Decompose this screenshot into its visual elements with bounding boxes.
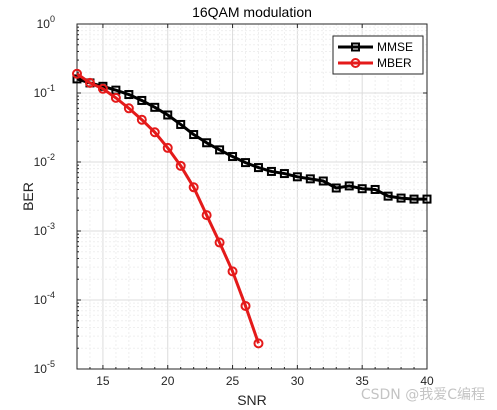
- legend: MMSE MBER: [332, 35, 424, 75]
- data-point: [396, 193, 406, 203]
- data-point: [292, 172, 302, 182]
- y-tick-label: 10-5: [34, 359, 55, 376]
- data-point: [201, 210, 212, 221]
- data-point: [409, 194, 419, 204]
- data-point: [123, 103, 134, 114]
- y-axis-label: BER: [20, 182, 36, 211]
- data-point: [253, 163, 263, 173]
- data-point: [241, 158, 251, 168]
- data-point: [149, 127, 160, 138]
- data-point: [72, 68, 82, 79]
- series-line-mmse: [76, 77, 427, 201]
- data-point: [214, 237, 225, 248]
- x-tick-label: 25: [226, 374, 240, 388]
- x-tick-label: 40: [420, 374, 434, 388]
- data-point: [202, 138, 212, 148]
- data-point: [188, 182, 199, 193]
- data-point: [136, 114, 147, 125]
- series-line-mber: [76, 72, 260, 344]
- x-tick-label: 35: [356, 374, 370, 388]
- data-point: [97, 83, 108, 94]
- data-point: [331, 183, 341, 193]
- data-point: [305, 174, 315, 184]
- data-point: [227, 266, 238, 277]
- data-point: [84, 77, 95, 88]
- data-point: [175, 160, 186, 171]
- legend-label: MMSE: [377, 40, 413, 54]
- legend-marker: [351, 42, 360, 52]
- legend-box: [332, 35, 424, 75]
- data-point: [344, 181, 354, 191]
- data-point: [215, 145, 225, 155]
- grid: [76, 24, 428, 370]
- legend-item-mber: MBER: [338, 56, 412, 70]
- legend-marker: [350, 58, 361, 68]
- data-point: [357, 184, 367, 194]
- data-point: [279, 169, 289, 179]
- data-point: [137, 95, 147, 105]
- data-point: [189, 130, 199, 140]
- data-point: [266, 166, 276, 176]
- data-point: [124, 90, 134, 100]
- data-point: [240, 300, 251, 311]
- y-tick-label: 100: [37, 14, 55, 31]
- data-point: [253, 338, 264, 349]
- y-tick-label: 10-1: [34, 83, 55, 100]
- legend-item-mmse: MMSE: [338, 40, 413, 54]
- y-tick-label: 10-4: [34, 290, 55, 307]
- x-tick-label: 15: [96, 374, 110, 388]
- data-point: [163, 110, 173, 120]
- data-point: [383, 191, 393, 201]
- ticks: 15 20 25 30 35 40 100 10-1 10-2 10-3 10-4 10-5: [34, 14, 434, 388]
- watermark: CSDN @我爱C编程: [360, 387, 485, 403]
- x-axis-label: SNR: [237, 392, 267, 408]
- y-tick-label: 10-2: [34, 152, 55, 169]
- data-point: [228, 152, 238, 162]
- series-layer: [72, 68, 432, 349]
- data-point: [110, 92, 121, 103]
- data-point: [162, 142, 173, 153]
- data-point: [176, 119, 186, 129]
- series-mber: [72, 68, 264, 349]
- data-point: [422, 194, 432, 204]
- data-point: [150, 102, 160, 112]
- legend-label: MBER: [377, 56, 412, 70]
- chart-title: 16QAM modulation: [192, 4, 312, 20]
- data-point: [370, 184, 380, 194]
- x-tick-label: 20: [161, 374, 175, 388]
- y-tick-label: 10-3: [34, 221, 55, 238]
- x-tick-label: 30: [291, 374, 305, 388]
- plot-area: [77, 24, 427, 369]
- data-point: [318, 176, 328, 186]
